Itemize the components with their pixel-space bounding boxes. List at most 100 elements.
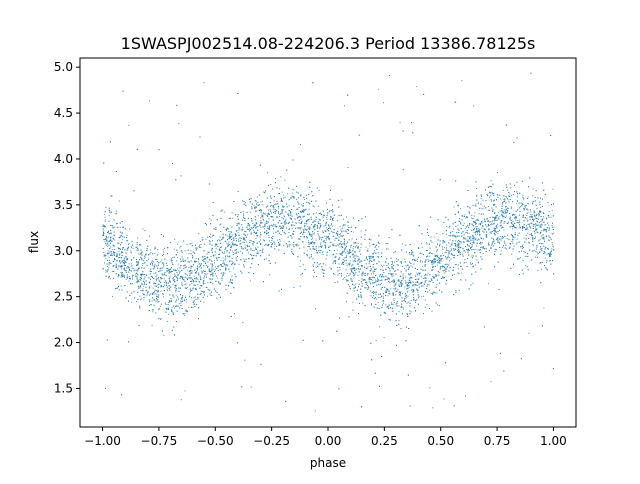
data-point — [515, 217, 517, 219]
data-point — [472, 235, 473, 237]
data-point — [118, 200, 120, 202]
data-point — [192, 255, 193, 256]
data-point — [128, 242, 130, 244]
data-point — [198, 259, 200, 261]
data-point — [363, 279, 365, 281]
data-point — [365, 246, 367, 248]
data-point — [214, 266, 216, 268]
data-point — [431, 264, 433, 266]
data-point — [475, 224, 477, 225]
data-point — [311, 233, 313, 235]
data-point — [539, 232, 541, 234]
data-point — [373, 273, 375, 275]
data-point — [149, 294, 150, 296]
data-point — [151, 300, 153, 302]
data-point — [324, 247, 326, 249]
data-point — [405, 265, 407, 267]
data-point — [288, 205, 290, 207]
data-point — [201, 237, 203, 239]
data-point — [214, 254, 216, 256]
data-point — [183, 314, 185, 316]
data-point — [257, 246, 259, 248]
data-point — [330, 268, 332, 269]
data-point — [345, 278, 347, 280]
data-point — [137, 264, 139, 266]
data-point — [121, 394, 123, 396]
data-point — [325, 227, 327, 229]
data-point — [393, 300, 395, 301]
data-point — [519, 257, 521, 259]
data-point — [299, 285, 301, 287]
data-point — [239, 237, 241, 239]
data-point — [445, 216, 447, 218]
data-point — [504, 200, 506, 202]
data-point — [180, 258, 182, 260]
data-point — [475, 205, 477, 207]
data-point — [351, 270, 353, 272]
data-point — [108, 252, 110, 254]
data-point — [405, 282, 407, 284]
data-point — [458, 220, 460, 222]
data-point — [464, 227, 466, 229]
data-point — [454, 236, 456, 237]
data-point — [268, 237, 270, 238]
data-point — [150, 293, 152, 295]
data-point — [342, 230, 344, 232]
data-point — [339, 246, 341, 248]
data-point — [365, 281, 367, 283]
data-point — [464, 214, 466, 216]
data-point — [494, 229, 496, 231]
data-point — [257, 202, 259, 203]
data-point — [166, 288, 168, 290]
data-point — [121, 234, 122, 236]
data-point — [552, 244, 554, 246]
data-point — [422, 261, 423, 263]
data-point — [231, 232, 233, 234]
data-point — [216, 259, 218, 261]
data-point — [436, 233, 438, 234]
data-point — [198, 318, 199, 320]
data-point — [292, 159, 294, 161]
data-point — [311, 201, 313, 202]
data-point — [172, 283, 174, 285]
data-point — [242, 322, 244, 324]
data-point — [476, 249, 478, 251]
data-point — [215, 229, 217, 230]
data-point — [374, 270, 375, 272]
data-point — [250, 386, 252, 388]
data-point — [128, 280, 130, 282]
data-point — [541, 237, 543, 239]
data-point — [121, 231, 123, 233]
data-point — [209, 236, 211, 237]
data-point — [510, 220, 512, 221]
data-point — [105, 239, 107, 241]
data-point — [360, 230, 362, 232]
data-point — [509, 187, 511, 189]
data-point — [235, 251, 237, 253]
data-point — [107, 250, 109, 252]
data-point — [281, 210, 283, 212]
data-point — [395, 282, 397, 284]
data-point — [404, 299, 406, 301]
data-point — [311, 242, 312, 244]
data-point — [105, 258, 107, 260]
data-point — [300, 204, 302, 206]
data-point — [442, 265, 444, 267]
data-point — [157, 291, 159, 293]
data-point — [213, 262, 215, 264]
data-point — [263, 219, 264, 221]
data-point — [311, 223, 313, 225]
data-point — [307, 226, 309, 227]
data-point — [337, 267, 339, 268]
data-point — [450, 231, 452, 233]
data-point — [468, 207, 470, 209]
data-point — [361, 218, 363, 220]
data-point — [530, 214, 532, 216]
data-point — [469, 241, 471, 243]
data-point — [189, 273, 191, 275]
data-point — [299, 211, 301, 212]
data-point — [406, 302, 408, 304]
data-point — [458, 235, 460, 237]
data-point — [535, 236, 536, 238]
data-point — [268, 232, 269, 234]
